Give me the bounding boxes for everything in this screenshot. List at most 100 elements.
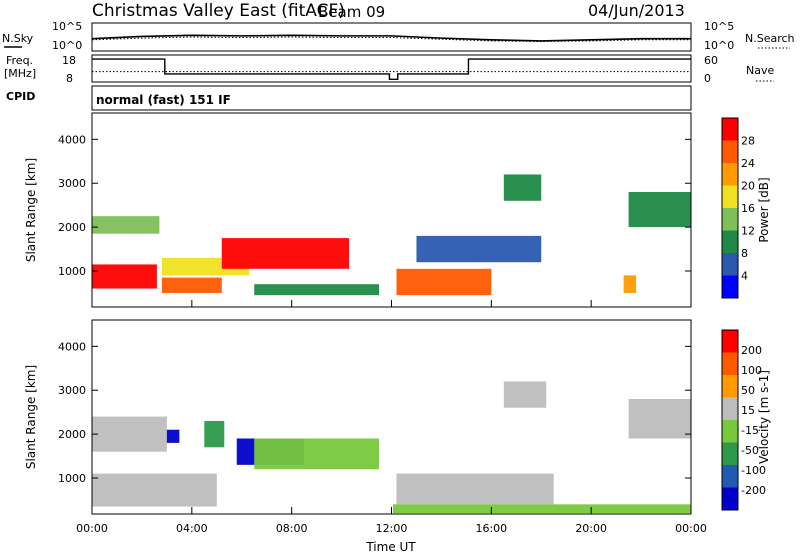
velocity-colorbar: 200 100 50 15 -15 -50 -100 -200 <box>721 329 766 511</box>
velocity-region-2 <box>166 429 180 443</box>
power-colorbar: 28 24 20 16 12 8 4 <box>721 117 755 299</box>
power-cb-swatch-3 <box>722 208 738 231</box>
nsky-label: N.Sky <box>2 32 34 45</box>
power-region-9 <box>628 192 691 228</box>
velocity-region-0 <box>92 473 217 507</box>
power-cb-swatch-5 <box>722 163 738 186</box>
freq-line <box>92 58 691 81</box>
velocity-cb-tick-7: -200 <box>741 484 766 497</box>
velocity-y-axis: 4000 3000 2000 1000 <box>58 340 691 485</box>
freq-tick-top: 18 <box>62 54 76 67</box>
velocity-region-6 <box>396 473 554 505</box>
nsky-tick-top: 10^5 <box>52 20 82 33</box>
power-cb-tick-6: 4 <box>741 270 748 283</box>
nsky-line-0 <box>91 34 691 42</box>
velocity-region-3 <box>204 420 225 448</box>
velocity-cb-tick-4: -15 <box>741 424 759 437</box>
velocity-ytick-label-1: 3000 <box>58 384 86 397</box>
velocity-cb-swatch-1 <box>722 465 738 488</box>
velocity-cb-swatch-4 <box>722 397 738 420</box>
velocity-region-9 <box>391 504 691 514</box>
xtick-label-4: 16:00 <box>475 522 507 535</box>
velocity-heatmap <box>92 320 691 514</box>
velocity-region-5 <box>254 438 380 470</box>
x-axis: 00:00 04:00 08:00 12:00 16:00 20:00 00:00 <box>76 300 707 535</box>
cpid-value: normal (fast) 151 IF <box>96 93 231 107</box>
power-ylabel: Slant Range [km] <box>24 158 38 262</box>
velocity-cb-swatch-5 <box>722 375 738 398</box>
nsearch-tick-bottom: 10^0 <box>704 39 734 52</box>
xlabel: Time UT <box>365 540 416 554</box>
power-cb-tick-0: 28 <box>741 135 755 148</box>
nave-tick-top: 60 <box>704 54 718 67</box>
velocity-cb-frame <box>721 329 739 511</box>
power-cb-swatch-0 <box>722 275 738 298</box>
velocity-cb-swatch-2 <box>722 442 738 465</box>
power-cb-swatch-1 <box>722 253 738 276</box>
power-ytick-label-0: 4000 <box>58 133 86 146</box>
velocity-cb-tick-0: 200 <box>741 344 762 357</box>
nsky-series <box>91 34 691 42</box>
nave-label: Nave <box>746 64 774 77</box>
xtick-label-6: 00:00 <box>675 522 707 535</box>
power-y-axis: 4000 3000 2000 1000 <box>58 133 691 278</box>
velocity-region-8 <box>628 399 691 439</box>
power-cb-swatch-7 <box>722 118 738 141</box>
velocity-cb-tick-6: -100 <box>741 464 766 477</box>
nave-tick-bottom: 0 <box>704 72 711 85</box>
power-cb-tick-3: 16 <box>741 202 755 215</box>
power-region-4 <box>221 238 350 269</box>
nsky-tick-bottom: 10^0 <box>52 39 82 52</box>
freq-series <box>92 58 691 81</box>
power-cb-swatch-2 <box>722 230 738 253</box>
velocity-cb-swatch-3 <box>722 420 738 443</box>
velocity-region-7 <box>503 381 547 408</box>
velocity-ylabel: Slant Range [km] <box>24 365 38 469</box>
plot-title: Christmas Valley East (fitACF) <box>92 1 345 21</box>
nsearch-tick-top: 10^5 <box>704 20 734 33</box>
velocity-cb-tick-2: 50 <box>741 384 755 397</box>
power-region-8 <box>503 174 542 201</box>
velocity-colorbar-label: Velocity [m s-1] <box>757 370 771 464</box>
power-cb-tick-2: 20 <box>741 180 755 193</box>
velocity-region-1 <box>92 416 167 452</box>
cpid-panel-frame <box>91 85 692 111</box>
xtick-label-0: 00:00 <box>76 522 108 535</box>
power-colorbar-label: Power [dB] <box>757 177 771 242</box>
power-region-0 <box>92 264 157 289</box>
xtick-label-2: 08:00 <box>276 522 308 535</box>
velocity-ytick-label-0: 4000 <box>58 340 86 353</box>
power-region-2 <box>161 277 222 293</box>
power-region-10 <box>623 275 637 293</box>
nsky-panel-frame <box>91 22 692 52</box>
power-region-6 <box>396 268 492 296</box>
power-cb-tick-4: 12 <box>741 225 755 238</box>
date-label: 04/Jun/2013 <box>588 1 685 20</box>
power-ytick-label-1: 3000 <box>58 177 86 190</box>
power-region-7 <box>416 235 542 263</box>
power-heatmap <box>92 113 691 307</box>
power-ytick-label-3: 1000 <box>58 265 86 278</box>
power-cb-swatch-6 <box>722 140 738 163</box>
velocity-ytick-label-3: 1000 <box>58 472 86 485</box>
velocity-cb-tick-3: 15 <box>741 404 755 417</box>
velocity-ytick-label-2: 2000 <box>58 428 86 441</box>
power-cb-tick-5: 8 <box>741 247 748 260</box>
freq-unit: [MHz] <box>4 67 36 80</box>
cpid-label: CPID <box>6 90 35 103</box>
xtick-label-3: 12:00 <box>376 522 408 535</box>
power-cb-frame <box>721 117 739 299</box>
freq-panel-frame <box>91 54 692 83</box>
power-ytick-label-2: 2000 <box>58 221 86 234</box>
velocity-cb-swatch-7 <box>722 330 738 353</box>
xtick-label-5: 20:00 <box>575 522 607 535</box>
power-region-1 <box>92 216 160 234</box>
freq-tick-bottom: 8 <box>66 72 73 85</box>
velocity-cb-swatch-0 <box>722 487 738 510</box>
power-cb-swatch-4 <box>722 185 738 208</box>
xtick-label-1: 04:00 <box>176 522 208 535</box>
freq-label: Freq. <box>6 54 33 67</box>
power-region-5 <box>254 284 380 296</box>
nsearch-label: N.Search <box>745 32 795 45</box>
